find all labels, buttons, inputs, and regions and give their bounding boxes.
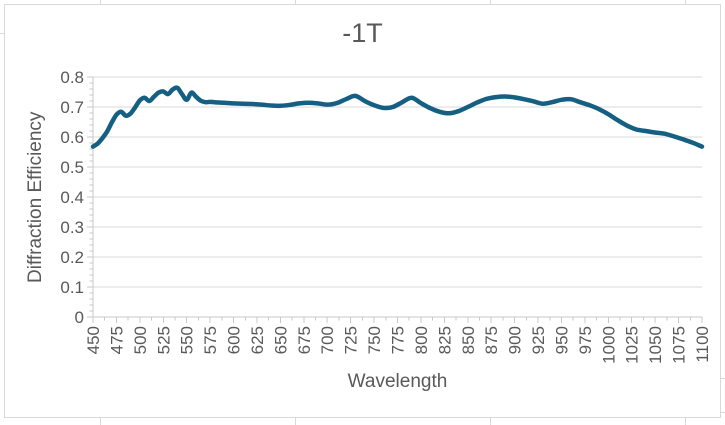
x-tick-label: 525 [154,326,173,354]
x-tick-label: 450 [84,326,103,354]
x-tick-label: 1100 [693,326,712,363]
series-line--1T [90,85,705,149]
x-tick-label: 850 [459,326,478,354]
sheet-gridline [490,0,491,4]
x-tick-label: 825 [435,326,454,354]
y-tick-label: 0 [75,308,84,327]
x-tick-label: 650 [271,326,290,354]
x-tick-label: 950 [552,326,571,354]
y-tick-label: 0.5 [60,158,84,177]
sheet-gridline [100,418,101,425]
sheet-gridline [100,0,101,4]
sheet-gridline [0,33,4,34]
x-tick-label: 1000 [599,326,618,364]
y-tick-label: 0.6 [60,128,84,147]
y-tick-label: 0.4 [60,188,84,207]
x-tick-label: 775 [389,326,408,354]
y-tick-label: 0.8 [60,68,84,87]
y-tick-label: 0.1 [60,278,84,297]
chart-object[interactable] [4,4,721,418]
sheet-gridline [685,418,686,425]
x-tick-label: 550 [178,326,197,354]
x-tick-label: 900 [506,326,525,354]
x-tick-label: 675 [295,326,314,354]
x-tick-label: 700 [318,326,337,354]
x-tick-label: 750 [365,326,384,354]
x-tick-label: 925 [529,326,548,354]
x-tick-label: 575 [201,326,220,354]
y-axis-title: Diffraction Efficiency [25,111,46,283]
x-tick-label: 500 [131,326,150,354]
sheet-gridline [721,378,725,379]
x-tick-label: 1050 [646,326,665,364]
x-tick-label: 975 [576,326,595,354]
x-tick-label: 725 [342,326,361,354]
sheet-gridline [295,418,296,425]
y-tick-label: 0.3 [60,218,84,237]
x-tick-label: 475 [107,326,126,354]
x-axis-title: Wavelength [347,371,448,392]
x-tick-label: 600 [225,326,244,354]
chart-title: -1T [342,18,383,48]
sheet-gridline [685,0,686,4]
x-tick-label: 800 [412,326,431,354]
y-tick-label: 0.7 [60,98,84,117]
sheet-gridline [295,0,296,4]
x-tick-label: 1075 [670,326,689,364]
x-tick-label: 1025 [623,326,642,364]
sheet-gridline [721,412,725,413]
y-tick-label: 0.2 [60,248,84,267]
x-tick-label: 625 [248,326,267,354]
sheet-gridline [490,418,491,425]
x-tick-label: 875 [482,326,501,354]
